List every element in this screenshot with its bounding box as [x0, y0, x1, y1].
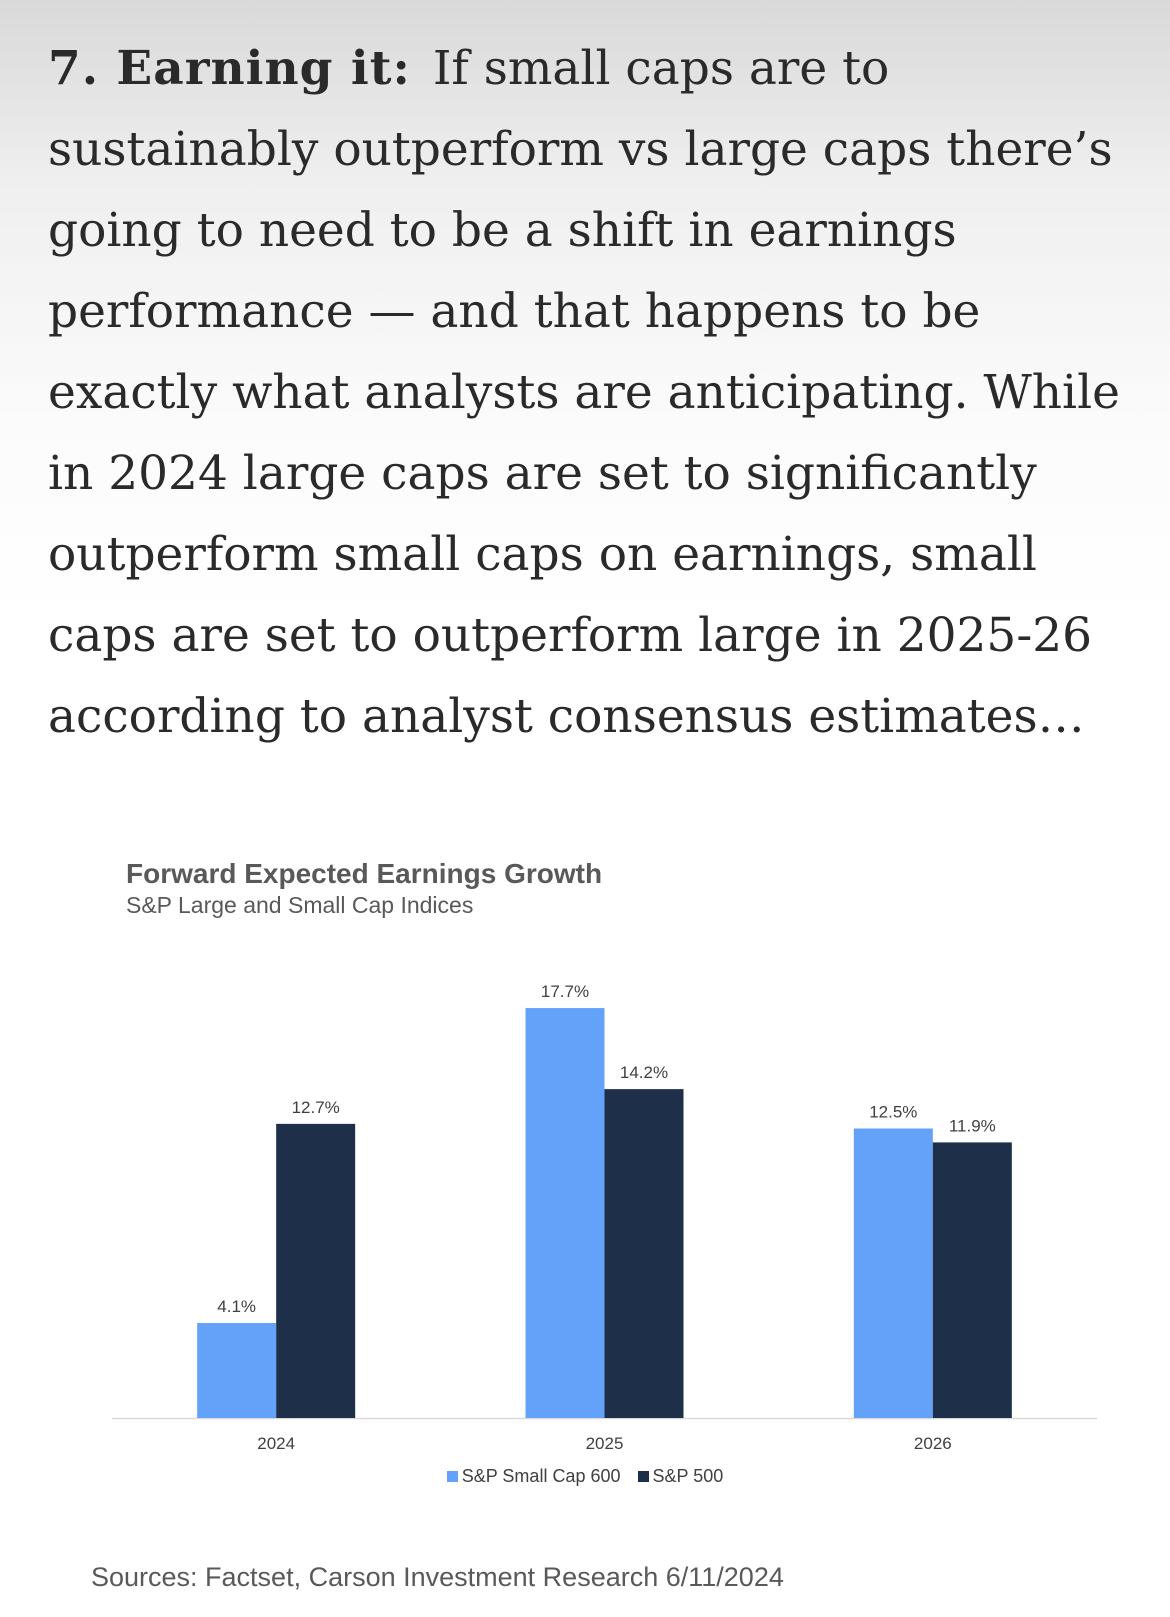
x-tick-label-2024: 2024 [257, 1434, 295, 1453]
source-note: Sources: Factset, Carson Investment Rese… [91, 1562, 784, 1592]
data-label-sp500-2025: 14.2% [620, 1063, 668, 1082]
bar-small-cap-2026 [853, 1128, 933, 1418]
bar-small-cap-2024 [197, 1323, 277, 1418]
article-paragraph: 7. Earning it: If small caps are to susta… [48, 28, 1138, 757]
data-label-small-cap-2024: 4.1% [217, 1297, 256, 1316]
bar-sp500-2024 [276, 1123, 356, 1418]
bar-sp500-2026 [932, 1142, 1012, 1418]
legend-swatch-small-cap [446, 1471, 458, 1482]
x-tick-label-2025: 2025 [586, 1434, 624, 1453]
data-label-small-cap-2025: 17.7% [541, 982, 589, 1001]
chart-legend: S&P Small Cap 600 S&P 500 [0, 1466, 1170, 1487]
chart-title: Forward Expected Earnings Growth [126, 858, 603, 889]
data-label-small-cap-2026: 12.5% [869, 1103, 917, 1122]
chart-subtitle: S&P Large and Small Cap Indices [126, 892, 474, 918]
legend-label-sp500: S&P 500 [652, 1466, 724, 1486]
bar-sp500-2025 [604, 1089, 684, 1418]
legend-label-small-cap: S&P Small Cap 600 [461, 1466, 621, 1486]
data-label-sp500-2024: 12.7% [292, 1098, 340, 1117]
x-tick-label-2026: 2026 [914, 1434, 952, 1453]
legend-item-sp500: S&P 500 [637, 1466, 724, 1487]
article-lead: 7. Earning it: [48, 41, 411, 96]
data-label-sp500-2026: 11.9% [949, 1116, 996, 1135]
bar-small-cap-2025 [525, 1008, 605, 1418]
legend-swatch-sp500 [637, 1471, 649, 1482]
article-body: If small caps are to sustainably outperf… [48, 41, 1120, 744]
legend-item-small-cap: S&P Small Cap 600 [446, 1466, 621, 1487]
